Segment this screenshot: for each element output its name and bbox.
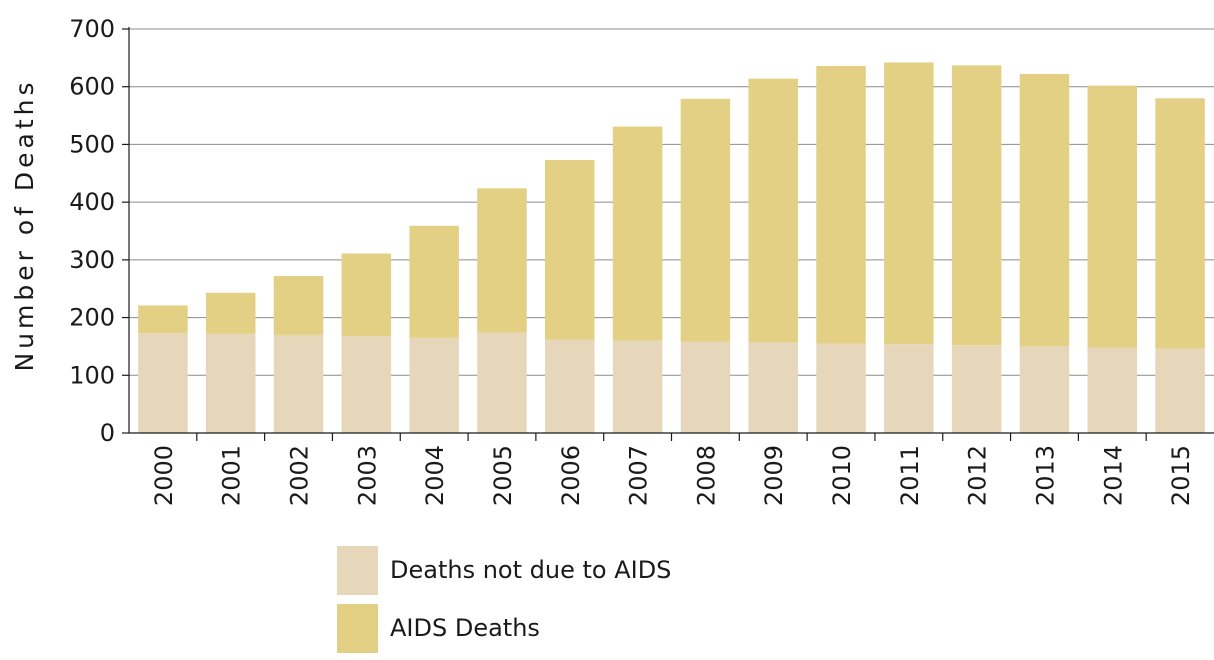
y-tick-label: 500	[69, 130, 115, 158]
bar-segment-non-aids	[545, 339, 595, 433]
x-tick-label: 2011	[896, 445, 924, 506]
bar-segment-aids	[816, 65, 866, 344]
bar-segment-non-aids	[816, 343, 866, 433]
bar-segment-non-aids	[1087, 347, 1138, 433]
y-tick-label: 200	[69, 304, 115, 332]
legend-item-non-aids: Deaths not due to AIDS	[337, 544, 671, 596]
legend-label-aids: AIDS Deaths	[390, 614, 540, 642]
bar-segment-non-aids	[612, 340, 663, 433]
bar-segment-aids	[545, 160, 595, 340]
bar-segment-aids	[205, 292, 256, 334]
x-tick-label: 2010	[828, 445, 856, 506]
bar-segment-aids	[612, 126, 663, 341]
y-tick-label: 600	[69, 73, 115, 101]
bar-segment-non-aids	[951, 345, 1002, 433]
x-tick-label: 2004	[421, 445, 449, 506]
bar-segment-aids	[680, 98, 731, 342]
x-tick-label: 2006	[557, 445, 585, 506]
bar-segment-aids	[1019, 74, 1070, 347]
bar-segment-aids	[273, 276, 324, 335]
y-tick-label: 100	[69, 361, 115, 389]
x-tick-label: 2014	[1099, 445, 1127, 506]
bar-segment-aids	[951, 65, 1002, 346]
bar-segment-aids	[1155, 98, 1205, 349]
x-tick-label: 2007	[625, 445, 653, 506]
y-axis-title: Number of Deaths	[10, 78, 39, 371]
y-tick-label: 700	[69, 15, 115, 43]
bar-segment-aids	[748, 78, 798, 343]
bar-segment-non-aids	[409, 337, 459, 433]
y-tick-label: 300	[69, 246, 115, 274]
x-tick-label: 2015	[1167, 445, 1195, 506]
bar-segment-aids	[138, 305, 188, 334]
bar-segment-non-aids	[205, 333, 256, 433]
x-tick-label: 2000	[150, 445, 178, 506]
bar-segment-non-aids	[477, 332, 527, 433]
y-tick-label: 400	[69, 188, 115, 216]
x-tick-label: 2003	[353, 445, 381, 506]
bar-segment-non-aids	[748, 342, 798, 433]
bar-segment-aids	[341, 253, 392, 337]
x-tick-label: 2009	[760, 445, 788, 506]
bar-segment-non-aids	[680, 341, 731, 433]
x-tick-label: 2002	[286, 445, 314, 506]
bar-segment-aids	[409, 225, 459, 338]
x-tick-label: 2008	[692, 445, 720, 506]
bar-segment-non-aids	[1155, 348, 1205, 433]
legend-label-non-aids: Deaths not due to AIDS	[390, 556, 672, 584]
x-tick-label: 2013	[1031, 445, 1059, 506]
y-tick-label: 0	[100, 419, 115, 447]
legend-swatch-non-aids	[337, 545, 378, 595]
legend-item-aids: AIDS Deaths	[337, 602, 671, 654]
x-tick-label: 2005	[489, 445, 517, 506]
legend: Deaths not due to AIDS AIDS Deaths	[337, 544, 671, 660]
bar-segment-non-aids	[273, 334, 324, 433]
stacked-bar-chart: 0 100 200 300 400 500 600 700 2000 2001 2002 2003 20…	[10, 15, 1214, 506]
legend-swatch-aids	[337, 603, 378, 653]
bars	[138, 62, 1205, 433]
axes: 0 100 200 300 400 500 600 700 2000 2001 2002 2003 20…	[69, 15, 1214, 506]
x-tick-label: 2012	[964, 445, 992, 506]
bar-segment-non-aids	[1019, 346, 1070, 433]
bar-segment-non-aids	[884, 344, 934, 433]
bar-segment-aids	[884, 62, 934, 345]
bar-segment-aids	[477, 188, 527, 333]
bar-segment-non-aids	[341, 336, 392, 433]
bar-segment-aids	[1087, 85, 1138, 348]
bar-segment-non-aids	[138, 333, 188, 433]
x-tick-label: 2001	[218, 445, 246, 506]
